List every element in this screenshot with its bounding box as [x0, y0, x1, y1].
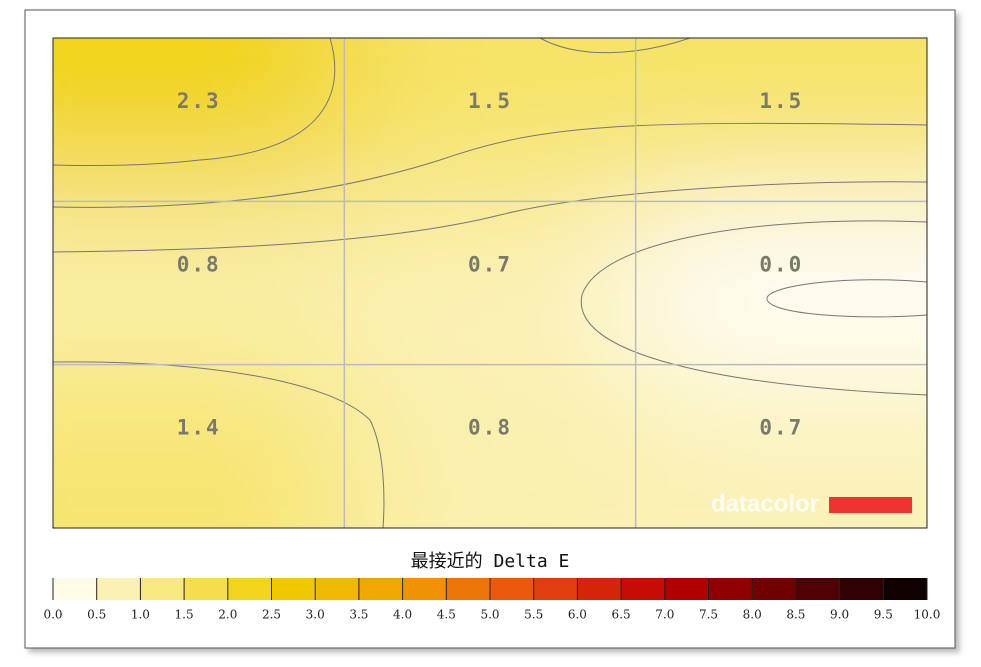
watermark-bar — [829, 497, 912, 513]
cell-label: 1.4 — [177, 416, 221, 440]
cell-label: 1.5 — [468, 89, 512, 113]
cell-label: 0.8 — [468, 416, 512, 440]
colorbar-segment — [533, 578, 578, 600]
colorbar-tick-label: 1.5 — [175, 608, 194, 622]
contour — [539, 38, 691, 54]
colorbar-tick-label: 2.5 — [262, 608, 281, 622]
colorbar-tick-label: 8.5 — [786, 608, 805, 622]
colorbar-segment — [664, 578, 709, 600]
plot-border — [52, 37, 928, 529]
heat-cell — [53, 364, 345, 528]
colorbar-tick-label: 6.0 — [568, 608, 587, 622]
cell-label: 0.7 — [759, 416, 803, 440]
cell-label: 2.3 — [177, 89, 221, 113]
heat-cell — [53, 201, 345, 365]
cell-label: 1.5 — [759, 89, 803, 113]
colorbar-tick-label: 3.0 — [306, 608, 325, 622]
colorbar-tick-label: 8.0 — [743, 608, 762, 622]
contour — [580, 220, 927, 396]
colorbar-tick-label: 7.5 — [699, 608, 718, 622]
colorbar-segment — [358, 578, 404, 600]
colorbar-tick-label: 7.0 — [655, 608, 674, 622]
colorbar-segment — [315, 578, 360, 600]
colorbar-segment — [795, 578, 841, 600]
heat-cell — [344, 201, 636, 365]
heat-cell — [53, 38, 345, 202]
colorbar-segment — [140, 578, 185, 600]
colorbar-segment — [752, 578, 797, 600]
cell-label: 0.7 — [468, 252, 512, 276]
watermark: datacolor — [711, 490, 819, 517]
colorbar-tick-label: 5.0 — [480, 608, 499, 622]
heat-cell — [344, 364, 636, 528]
colorbar-tick-label: 4.5 — [437, 608, 456, 622]
cell-label: 0.8 — [177, 252, 221, 276]
contour — [53, 181, 927, 253]
colorbar-tick-label: 0.0 — [43, 608, 62, 622]
colorbar-segment — [883, 578, 928, 600]
colorbar-segment — [227, 578, 272, 600]
cell-label: 0.0 — [759, 252, 803, 276]
colorbar-segment — [446, 578, 491, 600]
colorbar-segment — [96, 578, 141, 600]
contour — [53, 38, 336, 167]
colorbar-segment — [271, 578, 316, 600]
heat-cell — [344, 38, 636, 202]
colorbar-segment — [621, 578, 666, 600]
colorbar-tick-label: 0.5 — [87, 608, 106, 622]
contour — [766, 279, 927, 318]
colorbar-tick-label: 9.0 — [830, 608, 849, 622]
colorbar-tick-label: 4.0 — [393, 608, 412, 622]
heat-cell — [635, 201, 927, 365]
colorbar-tick-label: 3.5 — [349, 608, 368, 622]
colorbar-tick-label: 10.0 — [914, 608, 941, 622]
heat-cell — [635, 38, 927, 202]
colorbar-segment — [577, 578, 622, 600]
colorbar-segment — [53, 578, 98, 600]
colorbar-segment — [839, 578, 884, 600]
colorbar: 0.0 0.5 1.0 1.5 2.0 2.5 3.0 3.5 4.0 4.5 5.0 5.5 6.0 6… — [43, 578, 940, 622]
colorbar-tick-label: 2.0 — [218, 608, 237, 622]
chart-title: 最接近的 Delta E — [411, 551, 570, 572]
colorbar-segment — [708, 578, 753, 600]
colorbar-tick-label: 1.0 — [131, 608, 150, 622]
colorbar-segment — [402, 578, 447, 600]
contour — [53, 122, 927, 208]
colorbar-segment — [490, 578, 535, 600]
colorbar-tick-label: 9.5 — [874, 608, 893, 622]
colorbar-segment — [184, 578, 229, 600]
colorbar-tick-label: 5.5 — [524, 608, 543, 622]
colorbar-tick-label: 6.5 — [612, 608, 631, 622]
